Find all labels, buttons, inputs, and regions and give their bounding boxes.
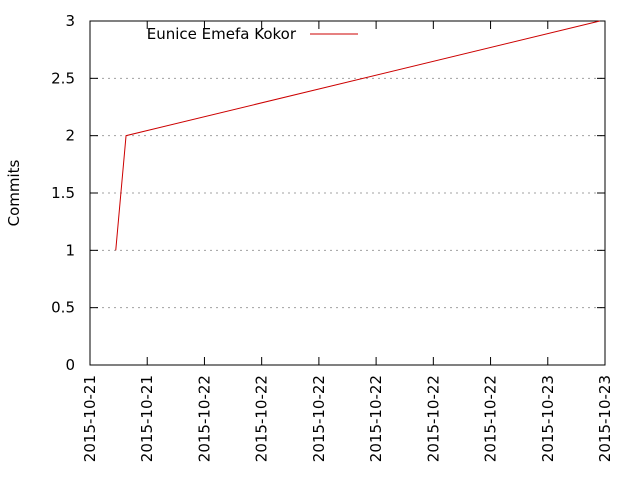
x-tick-label: 2015-10-22 xyxy=(424,375,442,462)
y-tick-label: 1 xyxy=(65,241,75,259)
x-tick-label: 2015-10-22 xyxy=(482,375,500,462)
x-tick-label: 2015-10-23 xyxy=(596,375,614,462)
x-tick-label: 2015-10-21 xyxy=(138,375,156,462)
y-axis-ticks: 0 0.5 1 1.5 2 2.5 3 xyxy=(51,12,605,374)
y-tick-label: 2 xyxy=(65,127,75,145)
grid-lines xyxy=(90,77,605,309)
x-tick-label: 2015-10-23 xyxy=(539,375,557,462)
x-tick-label: 2015-10-22 xyxy=(310,375,328,462)
x-axis-ticks: 2015-10-21 2015-10-21 2015-10-22 2015-10-22… xyxy=(81,21,614,462)
y-tick-label: 0.5 xyxy=(51,299,75,317)
x-tick-label: 2015-10-22 xyxy=(195,375,213,462)
series-lines xyxy=(115,20,600,251)
series-line xyxy=(115,20,600,251)
y-tick-label: 1.5 xyxy=(51,184,75,202)
y-tick-label: 0 xyxy=(65,356,75,374)
y-tick-label: 3 xyxy=(65,12,75,30)
legend-label: Eunice Emefa Kokor xyxy=(147,25,297,43)
x-tick-label: 2015-10-22 xyxy=(253,375,271,462)
y-tick-label: 2.5 xyxy=(51,69,75,87)
x-tick-label: 2015-10-22 xyxy=(367,375,385,462)
x-tick-label: 2015-10-21 xyxy=(81,375,99,462)
y-axis-label: Commits xyxy=(5,159,23,226)
plot-frame xyxy=(89,20,606,366)
legend: Eunice Emefa Kokor xyxy=(147,25,358,43)
